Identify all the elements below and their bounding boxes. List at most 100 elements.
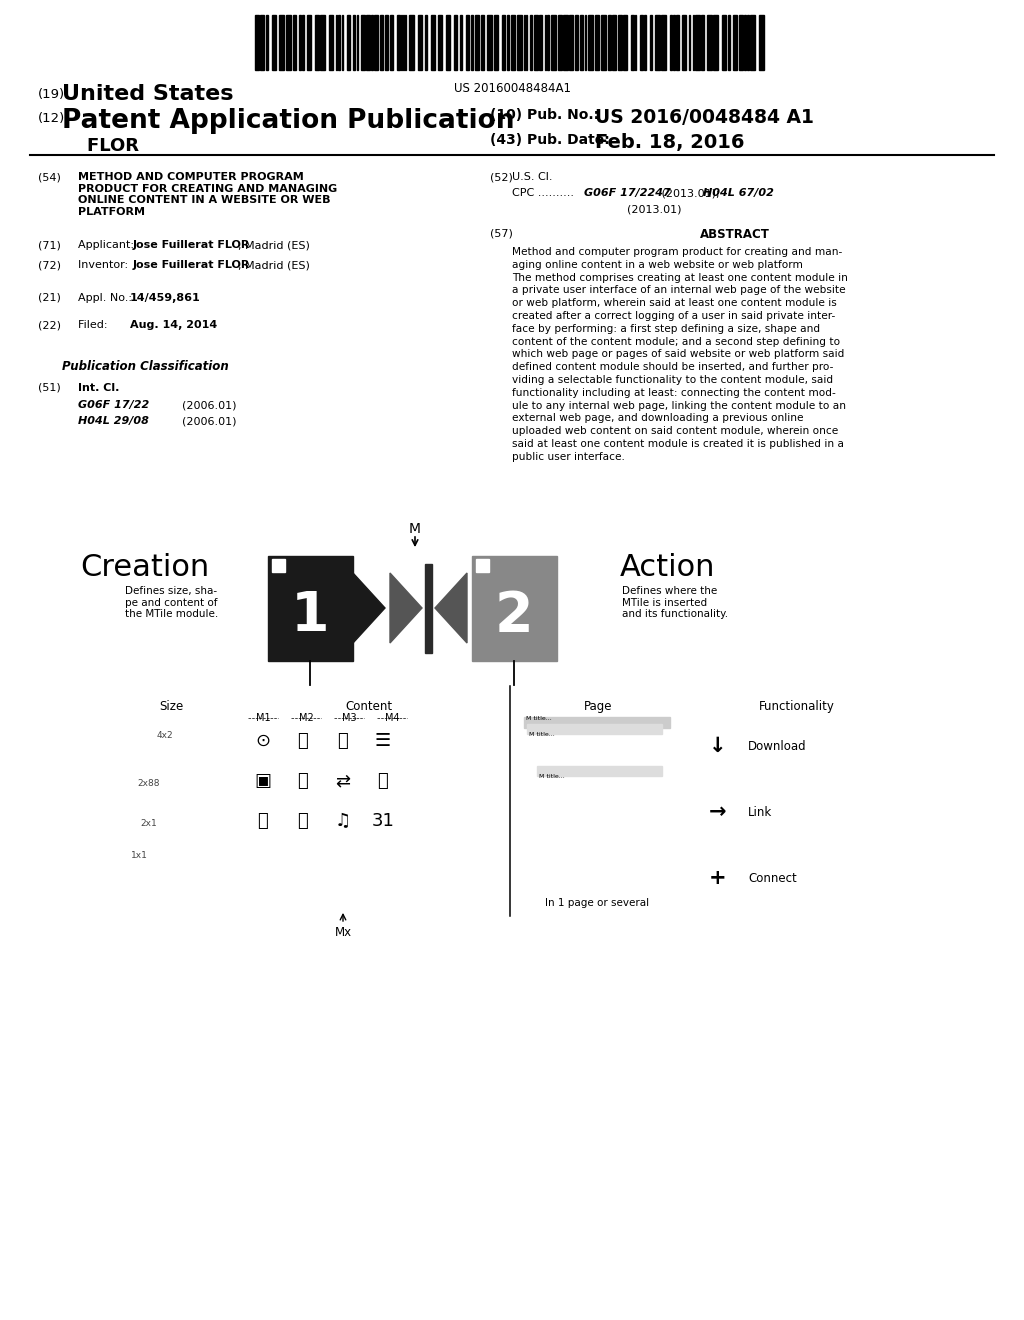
- Bar: [438, 15, 442, 70]
- Bar: [371, 15, 373, 70]
- Text: Defines where the
MTile is inserted
and its functionality.: Defines where the MTile is inserted and …: [622, 586, 728, 619]
- Bar: [759, 15, 764, 70]
- Bar: [272, 15, 276, 70]
- Text: United States: United States: [62, 84, 233, 104]
- Bar: [338, 15, 340, 70]
- Text: Inventor:: Inventor:: [78, 260, 138, 271]
- Bar: [569, 15, 573, 70]
- Bar: [558, 15, 562, 70]
- Text: M: M: [409, 521, 421, 536]
- Text: (51): (51): [38, 383, 60, 393]
- Text: 📋: 📋: [338, 733, 348, 750]
- Text: M title...: M title...: [526, 715, 552, 721]
- Bar: [662, 15, 666, 70]
- Text: 14/459,861: 14/459,861: [130, 293, 201, 304]
- Text: 2x1: 2x1: [140, 818, 158, 828]
- Text: (12): (12): [38, 112, 66, 125]
- Text: Applicant:: Applicant:: [78, 240, 137, 249]
- Text: In 1 page or several: In 1 page or several: [545, 898, 649, 908]
- Bar: [268, 556, 353, 661]
- Text: Download: Download: [748, 739, 807, 752]
- Text: US 20160048484A1: US 20160048484A1: [454, 82, 570, 95]
- Text: (2013.01);: (2013.01);: [658, 187, 723, 198]
- Text: Feb. 18, 2016: Feb. 18, 2016: [595, 133, 744, 152]
- Bar: [307, 15, 311, 70]
- Text: Functionality: Functionality: [759, 700, 835, 713]
- Bar: [614, 821, 652, 849]
- Text: (54): (54): [38, 172, 60, 182]
- Text: 🔒: 🔒: [298, 812, 308, 830]
- Text: 1x1: 1x1: [131, 850, 147, 859]
- Text: Patent Application Publication: Patent Application Publication: [62, 108, 514, 135]
- Text: Jose Fuillerat FLOR: Jose Fuillerat FLOR: [133, 260, 251, 271]
- Text: (22): (22): [38, 319, 61, 330]
- Text: G06F 17/2247: G06F 17/2247: [584, 187, 671, 198]
- Bar: [365, 803, 401, 840]
- Bar: [701, 15, 705, 70]
- Bar: [325, 803, 361, 840]
- Text: M3: M3: [342, 713, 356, 723]
- Bar: [551, 15, 556, 70]
- Text: 📂: 📂: [298, 772, 308, 789]
- Polygon shape: [435, 573, 467, 643]
- Bar: [374, 15, 378, 70]
- Bar: [530, 15, 532, 70]
- Bar: [299, 15, 301, 70]
- Bar: [746, 15, 749, 70]
- Text: M title...: M title...: [529, 733, 555, 737]
- Bar: [118, 764, 180, 803]
- Text: U.S. Cl.: U.S. Cl.: [512, 172, 553, 182]
- Bar: [245, 763, 281, 799]
- Bar: [631, 15, 634, 70]
- Bar: [329, 15, 333, 70]
- Text: Defines size, sha-
pe and content of
the MTile module.: Defines size, sha- pe and content of the…: [125, 586, 218, 619]
- Bar: [670, 15, 672, 70]
- Bar: [285, 723, 321, 759]
- Bar: [673, 15, 675, 70]
- Bar: [108, 686, 908, 916]
- Bar: [539, 15, 542, 70]
- Bar: [385, 15, 388, 70]
- Bar: [608, 15, 611, 70]
- Bar: [600, 855, 668, 876]
- Bar: [682, 15, 686, 70]
- Bar: [507, 15, 509, 70]
- Bar: [575, 15, 578, 70]
- Polygon shape: [353, 573, 385, 643]
- Bar: [466, 15, 469, 70]
- Bar: [409, 15, 414, 70]
- Bar: [471, 15, 473, 70]
- Text: CPC ..........: CPC ..........: [512, 187, 574, 198]
- Bar: [563, 15, 568, 70]
- Bar: [526, 855, 594, 876]
- Bar: [612, 15, 616, 70]
- Text: M4: M4: [385, 713, 399, 723]
- Text: H04L 67/02: H04L 67/02: [703, 187, 774, 198]
- Text: ▣: ▣: [255, 772, 271, 789]
- Bar: [623, 15, 627, 70]
- Bar: [425, 564, 432, 653]
- Bar: [347, 15, 350, 70]
- Text: , Madrid (ES): , Madrid (ES): [238, 240, 310, 249]
- Text: Filed:: Filed:: [78, 319, 139, 330]
- Bar: [255, 15, 259, 70]
- Bar: [580, 15, 583, 70]
- Text: 👤: 👤: [378, 772, 388, 789]
- Text: 2x88: 2x88: [138, 779, 160, 788]
- Bar: [534, 15, 538, 70]
- Text: Link: Link: [748, 805, 772, 818]
- Bar: [722, 15, 726, 70]
- Text: 31: 31: [372, 812, 394, 830]
- Bar: [522, 714, 672, 879]
- Bar: [713, 15, 718, 70]
- Bar: [707, 15, 712, 70]
- Text: Int. Cl.: Int. Cl.: [78, 383, 120, 393]
- Bar: [245, 723, 281, 759]
- Bar: [524, 717, 670, 729]
- Text: US 2016/0048484 A1: US 2016/0048484 A1: [595, 108, 814, 127]
- Bar: [527, 723, 662, 734]
- Bar: [517, 15, 522, 70]
- Bar: [302, 15, 304, 70]
- Text: 📍: 📍: [258, 812, 268, 830]
- Text: (21): (21): [38, 293, 60, 304]
